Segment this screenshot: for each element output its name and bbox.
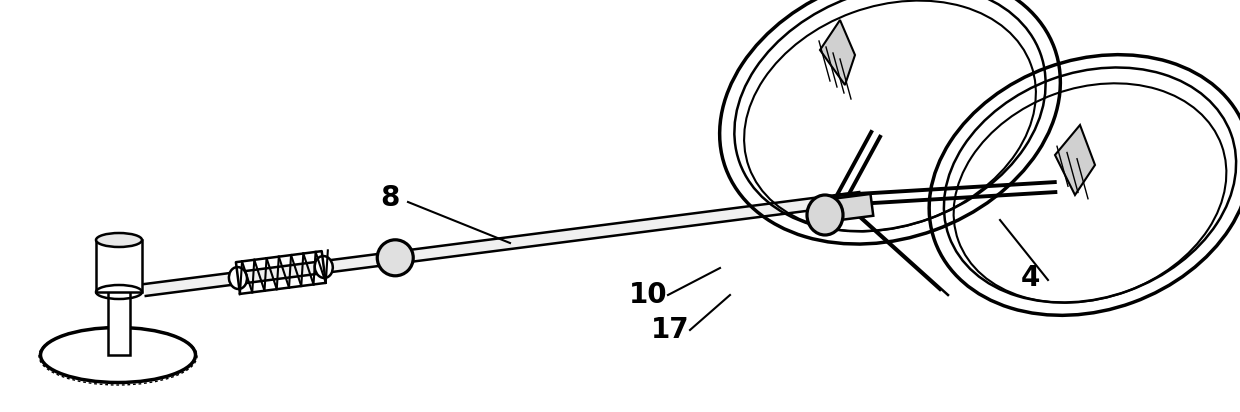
Polygon shape xyxy=(144,192,861,296)
Polygon shape xyxy=(108,290,130,355)
Polygon shape xyxy=(1055,125,1095,195)
Text: 4: 4 xyxy=(1021,264,1039,292)
Text: 17: 17 xyxy=(651,316,689,344)
Text: 8: 8 xyxy=(381,184,399,212)
Polygon shape xyxy=(836,194,873,220)
Ellipse shape xyxy=(377,240,413,276)
Ellipse shape xyxy=(95,233,143,247)
Ellipse shape xyxy=(315,256,332,278)
Polygon shape xyxy=(820,20,856,85)
Text: 10: 10 xyxy=(629,281,667,309)
Ellipse shape xyxy=(229,267,247,289)
Polygon shape xyxy=(95,240,143,292)
Ellipse shape xyxy=(807,195,843,235)
